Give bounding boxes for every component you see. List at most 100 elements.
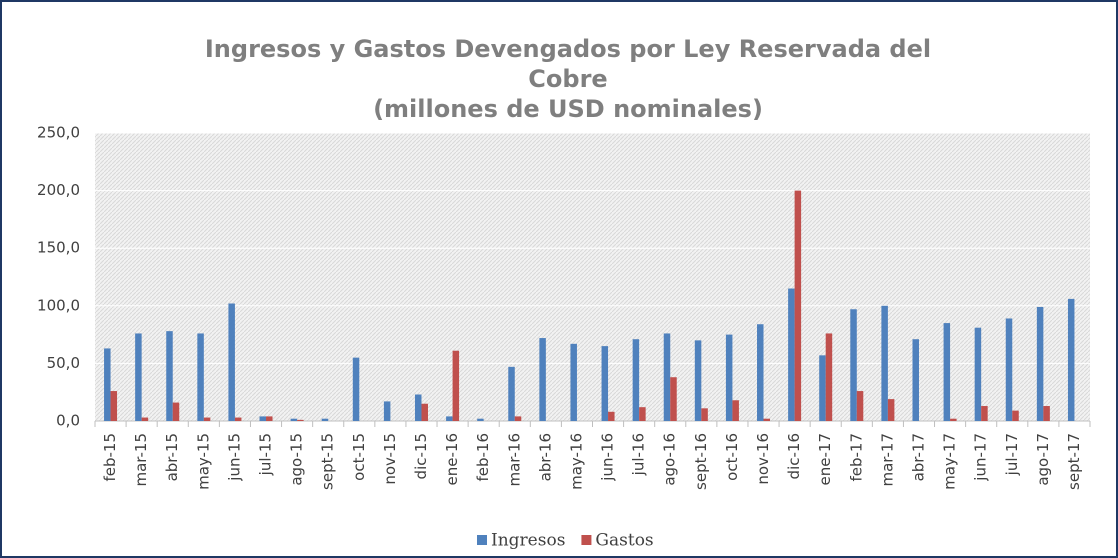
bar [950, 418, 957, 421]
bar [166, 331, 173, 421]
legend-label: Gastos [595, 531, 653, 551]
bar [694, 340, 702, 421]
bar [203, 417, 211, 421]
bar [608, 411, 615, 421]
bar [981, 406, 988, 421]
x-tick-label: jun-17 [972, 433, 990, 482]
x-tick-label: sept-15 [319, 433, 337, 490]
bar [477, 418, 484, 421]
bar [508, 366, 515, 421]
x-tick-label: jul-15 [257, 433, 275, 476]
x-tick-label: feb-15 [101, 433, 119, 482]
x-tick-label: dic-15 [412, 433, 430, 479]
x-tick-label: abr-16 [536, 433, 554, 481]
bar [757, 324, 764, 421]
bar [943, 323, 951, 421]
legend-swatch [477, 535, 487, 545]
legend-label: Ingresos [491, 531, 565, 551]
x-tick-label: feb-16 [474, 433, 492, 482]
x-tick-label: ago-15 [288, 433, 306, 486]
x-tick-label: mar-16 [505, 433, 523, 487]
x-tick-label: nov-15 [381, 433, 399, 485]
x-tick-label: may-15 [194, 433, 212, 490]
plot-area [95, 133, 1090, 421]
bar [887, 399, 895, 421]
bar [452, 350, 460, 421]
bar [1043, 406, 1050, 421]
x-tick-label: oct-16 [723, 433, 741, 481]
bar [266, 416, 273, 421]
bar [639, 407, 646, 421]
bar [732, 400, 739, 421]
x-tick-label: dic-16 [785, 433, 803, 479]
bar [539, 338, 546, 421]
bar [141, 417, 149, 421]
x-tick-label: sept-16 [692, 433, 710, 490]
bar [601, 346, 609, 421]
bar [352, 357, 360, 421]
chart-title: Ingresos y Gastos Devengados por Ley Res… [205, 35, 931, 63]
bar [172, 402, 180, 421]
bar [197, 333, 204, 421]
chart-title: Cobre [528, 65, 607, 93]
bar [414, 394, 422, 421]
bar [446, 416, 453, 421]
bar [663, 333, 671, 421]
bar [321, 418, 329, 421]
chart-title: (millones de USD nominales) [373, 95, 763, 123]
y-tick-label: 100,0 [37, 296, 80, 314]
bar [1012, 410, 1019, 421]
bar [383, 401, 391, 421]
x-tick-label: oct-15 [350, 433, 368, 481]
bar [850, 309, 857, 421]
bar [1036, 306, 1044, 421]
x-tick-label: ene-16 [443, 433, 461, 485]
x-tick-label: sept-17 [1065, 433, 1083, 490]
bar [514, 416, 522, 421]
bar [570, 343, 577, 421]
x-tick-label: ene-17 [816, 433, 834, 485]
x-tick-label: jul-16 [630, 433, 648, 476]
bar [1005, 318, 1013, 421]
x-tick-label: jul-17 [1003, 433, 1021, 476]
bar [670, 377, 677, 421]
bar [228, 303, 235, 421]
bar [234, 417, 242, 421]
x-tick-label: jun-15 [225, 433, 243, 482]
bar [290, 418, 298, 421]
x-tick-label: ago-16 [661, 433, 679, 486]
bar [788, 288, 795, 421]
bar [297, 419, 304, 421]
y-tick-label: 150,0 [37, 239, 80, 257]
x-tick-label: nov-16 [754, 433, 772, 485]
bar [974, 327, 982, 421]
bar [421, 403, 428, 421]
bar [135, 333, 142, 421]
x-tick-label: mar-15 [132, 433, 150, 487]
x-tick-label: abr-17 [909, 433, 927, 481]
bar [725, 334, 733, 421]
bar [763, 418, 771, 421]
x-tick-label: may-17 [941, 433, 959, 490]
bar [825, 333, 833, 421]
bar [794, 190, 802, 421]
bar [1067, 298, 1075, 421]
x-tick-label: jun-16 [599, 433, 617, 482]
y-tick-label: 50,0 [47, 354, 80, 372]
bar [104, 348, 111, 421]
bar [856, 391, 864, 421]
bar [912, 339, 919, 421]
x-tick-label: abr-15 [163, 433, 181, 481]
x-tick-label: ago-17 [1034, 433, 1052, 486]
x-tick-label: may-16 [567, 433, 585, 490]
x-tick-label: feb-17 [847, 433, 865, 482]
bar [110, 391, 118, 421]
y-tick-label: 250,0 [37, 124, 80, 142]
x-tick-label: mar-17 [878, 433, 896, 487]
bar [701, 408, 708, 421]
legend-swatch [581, 535, 592, 545]
bar [819, 355, 826, 421]
y-tick-label: 0,0 [56, 412, 80, 430]
bar [881, 305, 888, 421]
